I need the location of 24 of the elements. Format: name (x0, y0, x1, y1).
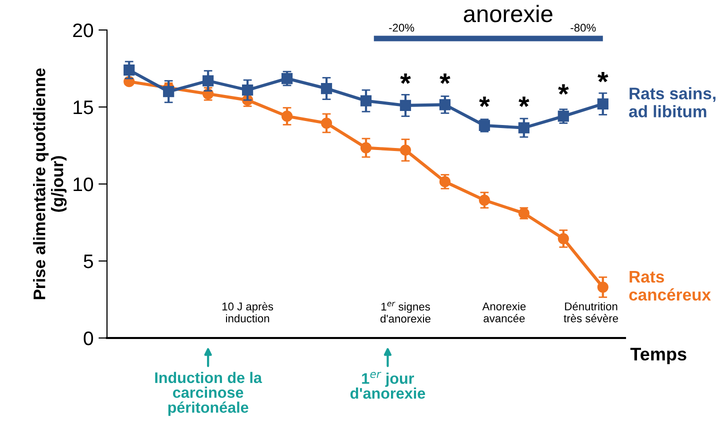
text: 1$^{er}$ jour d'anorexie (350, 372, 426, 399)
annotation: 1$^{er}$ signes d'anorexie (380, 302, 430, 323)
y-tick-label: 10 (74, 177, 94, 192)
x-axis-title: Temps (630, 348, 686, 364)
text: Induction de la carcinose péritonéale (155, 372, 262, 416)
annotation: * (558, 84, 569, 95)
series-label: Rats sains, ad libitum (629, 87, 716, 118)
y-tick-label: 20 (73, 23, 94, 38)
annotation: * (400, 74, 411, 84)
annotation: -80% (570, 24, 596, 32)
series-label: Rats cancéreux (629, 271, 711, 301)
y-tick-label: 5 (84, 254, 93, 268)
annotation: * (518, 96, 530, 107)
y-tick-label: 0 (84, 331, 94, 346)
annotation: * (440, 74, 450, 84)
annotation: -20% (389, 24, 414, 32)
y-axis-title: Prise alimentaire quotidienne (g/jour) (33, 68, 67, 300)
annotation: * (598, 72, 608, 82)
text: anorexie (464, 4, 552, 22)
annotation: * (479, 96, 490, 107)
annotation: Anorexie avancée (482, 302, 526, 322)
y-tick-label: 15 (74, 100, 93, 114)
annotation: Dénutrition très sévère (564, 302, 618, 322)
annotation: 10 J après induction (222, 302, 274, 322)
